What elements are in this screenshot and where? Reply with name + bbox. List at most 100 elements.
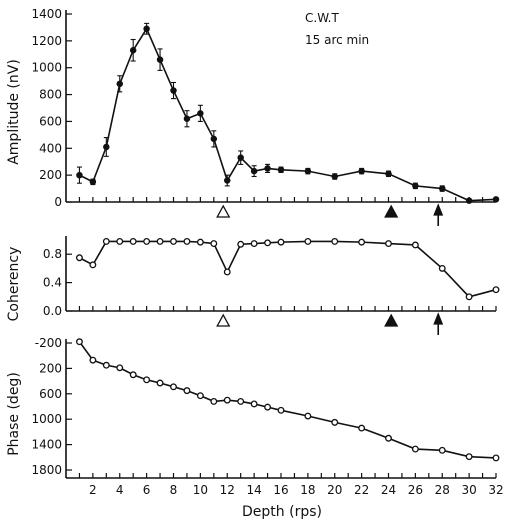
amplitude-data-point: [103, 143, 110, 151]
amplitude-y-axis-label: Amplitude (nV): [6, 59, 22, 165]
coherency-data-point: [264, 239, 272, 247]
x-tick-label: 24: [381, 483, 396, 497]
coherency-data-point: [183, 237, 191, 245]
phase-data-point: [223, 396, 231, 404]
phase-y-tick-label: 1000: [31, 412, 62, 426]
phase-series-line: [78, 341, 497, 459]
amplitude-data-point: [358, 167, 365, 175]
phase-y-tick-label: 200: [39, 361, 62, 375]
coherency-data-point: [385, 240, 392, 247]
coherency-y-tick-label: 0.0: [43, 304, 62, 318]
coherency-data-point: [116, 237, 124, 245]
amplitude-data-point: [385, 170, 392, 178]
annotation: C.W.T 15 arc min: [305, 11, 369, 47]
amplitude-data-point: [116, 80, 124, 88]
coherency-data-point: [170, 237, 177, 245]
coherency-data-point: [465, 293, 473, 301]
coherency-data-point: [196, 238, 204, 246]
x-tick-label: 8: [170, 483, 178, 497]
phase-data-point: [75, 338, 83, 346]
amplitude-y-tick-label: 200: [39, 168, 62, 182]
phase-data-point: [331, 418, 339, 426]
x-tick-label: 12: [220, 483, 235, 497]
amplitude-data-point: [264, 165, 271, 172]
amplitude-data-point: [223, 177, 231, 184]
amplitude-y-tick-label: 1400: [31, 7, 62, 21]
amplitude-arrow-marker-head: [433, 203, 444, 216]
amplitude-data-point: [412, 182, 419, 190]
amplitude-panel: 0 200 400 600 800 1000 1200 1400 Amplitude (nV): [6, 7, 500, 226]
amplitude-data-point: [237, 154, 244, 161]
x-tick-label: 14: [246, 483, 261, 497]
phase-data-point: [385, 434, 392, 442]
amplitude-series-line: [79, 27, 497, 202]
phase-y-axis-label: Phase (deg): [6, 372, 22, 456]
amplitude-y-tick-label: 400: [39, 141, 62, 155]
phase-data-point: [196, 392, 204, 400]
phase-data-point: [411, 445, 419, 453]
phase-data-point: [358, 424, 366, 432]
amplitude-data-point: [277, 166, 285, 174]
amplitude-y-tick-label: 1000: [31, 61, 62, 75]
phase-y-tick-label: -200: [35, 336, 62, 350]
annotation-line-1: C.W.T: [305, 11, 339, 25]
amplitude-data-point: [89, 178, 97, 186]
x-tick-label: 16: [273, 483, 288, 497]
x-tick-label: 20: [327, 483, 342, 497]
amplitude-data-point: [143, 25, 150, 33]
phase-data-point: [129, 371, 137, 379]
phase-data-point: [102, 361, 110, 369]
phase-y-tick-label: 1400: [31, 438, 62, 452]
phase-panel: -200 200 600 1000 1400 1800 Phase (deg): [6, 336, 500, 479]
amplitude-data-point: [197, 110, 204, 117]
phase-data-point: [438, 446, 446, 454]
phase-data-point: [116, 364, 124, 372]
coherency-data-point: [143, 237, 151, 245]
phase-data-point: [492, 454, 500, 462]
amplitude-data-point: [210, 135, 218, 143]
amplitude-y-tick-label: 800: [39, 88, 62, 102]
coherency-y-axis-label: Coherency: [6, 247, 22, 322]
coherency-data-point: [89, 261, 97, 269]
coherency-data-point: [331, 237, 339, 245]
x-tick-label: 32: [488, 483, 503, 497]
phase-data-point: [237, 397, 245, 405]
amplitude-data-point: [129, 47, 137, 54]
x-tick-label: 22: [354, 483, 369, 497]
phase-y-tick-label: 600: [39, 387, 62, 401]
phase-data-point: [264, 403, 272, 411]
amplitude-open-triangle-marker: [216, 204, 231, 218]
coherency-data-point: [411, 241, 419, 249]
phase-data-point: [210, 397, 218, 405]
x-axis-label: Depth (rps): [242, 504, 322, 520]
phase-y-tick-label: 1800: [31, 463, 62, 477]
coherency-data-point: [250, 240, 258, 247]
coherency-data-point: [102, 237, 110, 245]
phase-data-point: [277, 406, 285, 414]
x-tick-label: 2: [89, 483, 97, 497]
amplitude-data-point: [183, 115, 191, 122]
phase-data-point: [304, 412, 312, 420]
phase-data-point: [143, 376, 151, 384]
coherency-series-line: [79, 240, 497, 298]
coherency-data-point: [237, 240, 245, 248]
x-tick-label: 6: [143, 483, 151, 497]
coherency-open-triangle-marker: [216, 313, 231, 327]
amplitude-y-tick-label: 0: [54, 195, 62, 209]
x-tick-label: 28: [435, 483, 450, 497]
amplitude-data-point: [76, 171, 83, 179]
coherency-y-tick-label: 0.8: [43, 247, 62, 261]
coherency-panel: 0.0 0.4 0.8 Coherency: [6, 236, 500, 335]
amplitude-y-tick-label: 600: [39, 114, 62, 128]
x-tick-label: 18: [300, 483, 315, 497]
amplitude-data-point: [492, 196, 500, 203]
amplitude-y-tick-label: 1200: [31, 34, 62, 48]
phase-data-point: [465, 453, 473, 461]
coherency-data-point: [156, 237, 164, 245]
coherency-data-point: [277, 238, 285, 246]
phase-data-point: [250, 400, 258, 408]
x-tick-label: 10: [193, 483, 208, 497]
